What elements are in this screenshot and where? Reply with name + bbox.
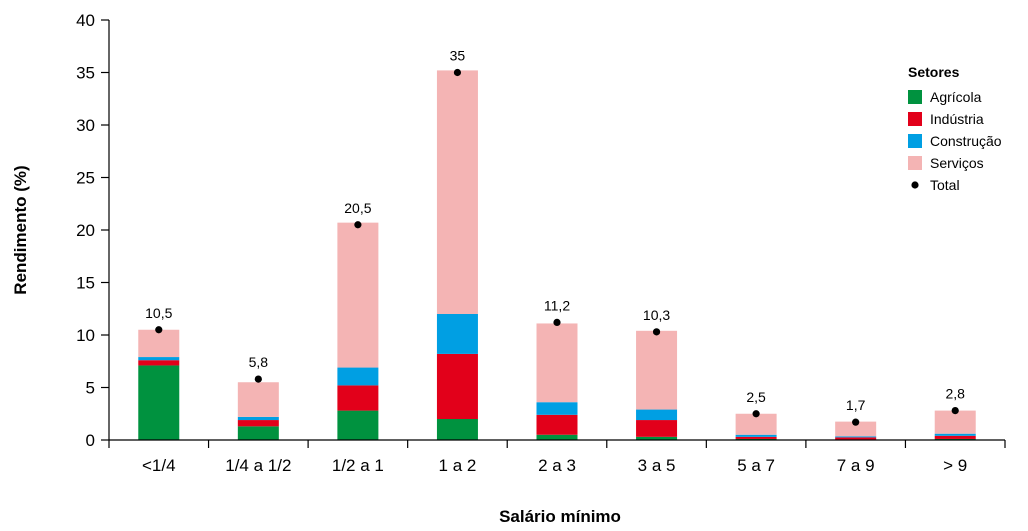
bar-segment xyxy=(436,353,478,419)
bar-segment xyxy=(735,434,777,437)
bar-segment xyxy=(138,329,180,358)
bar-segment xyxy=(536,402,578,415)
legend-swatch xyxy=(908,90,922,104)
total-marker xyxy=(852,418,860,426)
total-marker xyxy=(254,375,262,383)
bar-segment xyxy=(436,70,478,315)
total-marker xyxy=(354,221,362,229)
y-axis: 0 5 10 15 20 25 30 35 40 xyxy=(76,11,110,450)
bar-segment xyxy=(636,409,678,421)
bar-segment xyxy=(337,222,379,368)
legend-label: Serviços xyxy=(930,155,984,171)
bar-segment xyxy=(337,385,379,411)
bar-segment xyxy=(636,420,678,437)
x-tick-label: <1/4 xyxy=(142,456,176,475)
total-marker xyxy=(553,318,561,326)
total-marker xyxy=(652,328,661,336)
bar-segment xyxy=(237,420,279,427)
y-tick-label: 25 xyxy=(76,169,95,188)
bar-segment xyxy=(835,436,877,438)
legend-label: Construção xyxy=(930,133,1002,149)
total-data-label: 2,5 xyxy=(746,389,766,405)
bar-segment xyxy=(436,419,478,440)
y-tick-label: 35 xyxy=(76,64,95,83)
total-data-label: 10,5 xyxy=(145,305,172,321)
legend-title: Setores xyxy=(908,64,960,80)
y-axis-title: Rendimento (%) xyxy=(11,165,30,294)
x-tick-label: 1/2 a 1 xyxy=(332,456,384,475)
x-tick-label: 2 a 3 xyxy=(538,456,576,475)
x-axis: <1/4 1/4 a 1/2 1/2 a 1 1 a 2 2 a 3 3 a 5 5 a 7… xyxy=(108,439,1006,475)
legend-swatch xyxy=(908,156,922,170)
total-data-label: 2,8 xyxy=(945,386,965,402)
y-tick-label: 0 xyxy=(86,431,95,450)
legend-marker-total xyxy=(911,181,919,189)
bar-segment xyxy=(237,426,279,440)
bar-segment xyxy=(934,410,976,434)
bar-segment xyxy=(536,323,578,403)
x-tick-label: 5 a 7 xyxy=(737,456,775,475)
total-marker xyxy=(453,68,462,77)
bar-segment xyxy=(636,330,678,410)
x-tick-label: 1 a 2 xyxy=(439,456,477,475)
total-data-label: 35 xyxy=(450,48,466,64)
bar-segment xyxy=(934,433,976,436)
x-tick-label: 1/4 a 1/2 xyxy=(225,456,291,475)
x-axis-title: Salário mínimo xyxy=(499,507,621,526)
bar-segment xyxy=(337,410,379,440)
total-data-label: 1,7 xyxy=(846,397,866,413)
x-tick-label: > 9 xyxy=(943,456,967,475)
bar-segment xyxy=(237,416,279,421)
total-data-label: 5,8 xyxy=(249,354,269,370)
total-marker xyxy=(951,407,959,415)
legend-swatch xyxy=(908,112,922,126)
bars-layer xyxy=(138,70,976,440)
bar-segment xyxy=(138,365,180,440)
bar-segment xyxy=(436,314,478,354)
bar-segment xyxy=(835,421,877,437)
bar-segment xyxy=(138,357,180,361)
bar-segment xyxy=(934,435,976,439)
x-tick-label: 7 a 9 xyxy=(837,456,875,475)
bar-segment xyxy=(337,367,379,386)
legend-label: Indústria xyxy=(930,111,984,127)
legend: Setores Agrícola Indústria Construção Servi… xyxy=(908,64,1002,193)
legend-label: Agrícola xyxy=(930,89,982,105)
total-data-label: 10,3 xyxy=(643,307,670,323)
legend-label: Total xyxy=(930,177,960,193)
bar-segment xyxy=(237,382,279,417)
y-tick-label: 20 xyxy=(76,221,95,240)
y-tick-label: 5 xyxy=(86,379,95,398)
bar-segment xyxy=(735,436,777,439)
bar-segment xyxy=(138,360,180,366)
bar-segment xyxy=(536,414,578,435)
bar-segment xyxy=(536,434,578,440)
y-tick-label: 40 xyxy=(76,11,95,30)
bar-segment xyxy=(735,413,777,435)
y-tick-label: 15 xyxy=(76,274,95,293)
y-tick-label: 10 xyxy=(76,326,95,345)
total-marker xyxy=(752,410,760,418)
bar-segment xyxy=(835,437,877,440)
legend-swatch xyxy=(908,134,922,148)
bar-segment xyxy=(636,436,678,440)
total-data-label: 11,2 xyxy=(544,297,570,313)
x-tick-label: 3 a 5 xyxy=(638,456,676,475)
total-marker xyxy=(155,326,163,334)
total-data-label: 20,5 xyxy=(344,200,371,216)
total-markers-layer: 10,5 5,8 20,5 35 11,2 10,3 2,5 1,7 2,8 xyxy=(145,48,965,426)
y-tick-label: 30 xyxy=(76,116,95,135)
